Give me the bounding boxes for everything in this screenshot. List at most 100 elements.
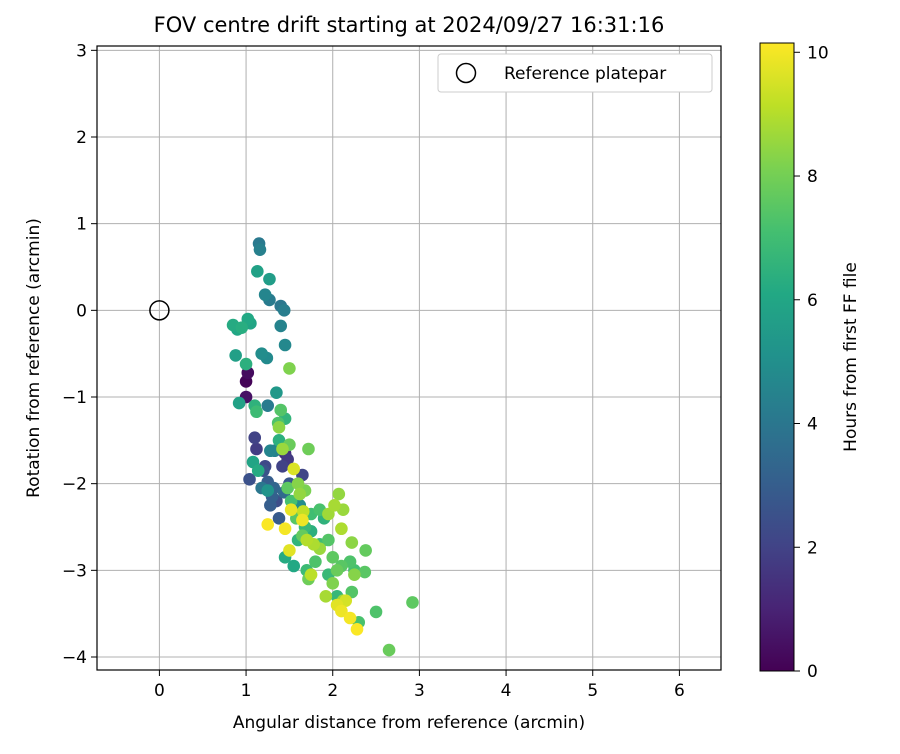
data-point xyxy=(284,494,298,508)
x-tick-label: 6 xyxy=(674,681,685,701)
data-point xyxy=(248,431,262,445)
y-tick-label: 1 xyxy=(76,215,87,235)
colorbar-tick-label: 8 xyxy=(807,167,818,187)
y-tick-label: −1 xyxy=(62,388,87,408)
reference-layer xyxy=(149,300,170,321)
data-point xyxy=(358,565,372,579)
data-point xyxy=(284,503,298,516)
data-point xyxy=(322,533,335,547)
data-points xyxy=(226,237,419,657)
data-point xyxy=(263,272,276,286)
data-point xyxy=(276,460,289,473)
data-point xyxy=(296,513,309,527)
data-point xyxy=(253,243,267,256)
y-ticks: 3 2 1 0 −1 −2 −3 −4 xyxy=(62,41,97,668)
colorbar-tick-label: 4 xyxy=(807,415,818,435)
colorbar-tick-label: 0 xyxy=(807,662,818,682)
data-point xyxy=(251,464,265,477)
y-tick-label: −2 xyxy=(62,475,87,495)
x-tick-label: 1 xyxy=(241,681,252,701)
y-tick-label: 0 xyxy=(76,301,87,321)
data-point xyxy=(335,522,348,536)
x-tick-label: 0 xyxy=(154,681,165,701)
data-point xyxy=(350,622,364,636)
data-point xyxy=(278,522,292,536)
data-point xyxy=(326,577,340,590)
data-point xyxy=(328,499,341,512)
data-point xyxy=(277,304,291,317)
data-point xyxy=(335,604,348,618)
data-point xyxy=(345,536,359,549)
colorbar-tick-label: 6 xyxy=(807,291,818,311)
colorbar-label: Hours from first FF file xyxy=(841,262,861,452)
data-point xyxy=(319,590,333,603)
x-tick-label: 5 xyxy=(587,681,598,701)
data-point xyxy=(261,399,275,412)
x-tick-label: 3 xyxy=(414,681,425,701)
x-tick-label: 2 xyxy=(327,681,338,701)
data-point xyxy=(291,477,305,490)
data-point xyxy=(272,512,286,525)
data-point xyxy=(274,319,288,333)
data-point xyxy=(281,481,294,495)
y-tick-label: −4 xyxy=(62,648,87,668)
data-point xyxy=(309,555,322,568)
colorbar-ticks: 0 2 4 6 8 10 xyxy=(794,43,829,682)
data-point xyxy=(348,568,361,581)
colorbar xyxy=(759,42,795,672)
legend-marker-reference xyxy=(455,62,477,84)
data-point xyxy=(250,442,263,456)
data-point xyxy=(261,484,275,497)
data-point xyxy=(343,611,357,625)
data-point xyxy=(332,487,346,501)
data-point xyxy=(270,386,283,399)
data-point xyxy=(300,533,314,547)
data-point xyxy=(274,403,288,417)
data-point xyxy=(382,643,396,657)
data-point xyxy=(330,564,344,577)
data-point xyxy=(359,544,372,557)
data-point xyxy=(326,551,340,564)
y-tick-label: 3 xyxy=(76,41,87,61)
legend: Reference platepar xyxy=(437,53,713,93)
data-point xyxy=(283,544,296,557)
colorbar-tick-label: 10 xyxy=(807,43,829,63)
data-point xyxy=(304,568,318,581)
plot-frame xyxy=(96,45,722,671)
data-point xyxy=(250,405,263,419)
data-point xyxy=(261,518,275,531)
data-point xyxy=(255,347,268,360)
data-point xyxy=(278,338,292,352)
data-point xyxy=(293,487,307,501)
data-point xyxy=(264,444,277,458)
data-point xyxy=(287,462,301,476)
data-point xyxy=(369,605,383,619)
data-point xyxy=(239,357,253,371)
y-tick-label: −3 xyxy=(62,561,87,581)
y-tick-label: 2 xyxy=(76,128,87,148)
data-point xyxy=(287,559,301,573)
data-point xyxy=(302,442,315,456)
grid-lines xyxy=(97,46,721,670)
data-point xyxy=(235,321,249,334)
data-point xyxy=(258,288,272,302)
reference-marker xyxy=(149,300,170,321)
data-point xyxy=(243,473,256,486)
colorbar-tick-label: 2 xyxy=(807,538,818,558)
legend-label-reference: Reference platepar xyxy=(504,64,666,84)
x-ticks: 0 1 2 3 4 5 6 xyxy=(154,670,685,701)
y-axis-label: Rotation from reference (arcmin) xyxy=(24,218,44,498)
x-axis-label: Angular distance from reference (arcmin) xyxy=(233,713,585,733)
data-point xyxy=(272,421,286,434)
chart-title: FOV centre drift starting at 2024/09/27 … xyxy=(154,13,665,37)
data-point xyxy=(406,596,419,609)
x-tick-label: 4 xyxy=(501,681,512,701)
data-point xyxy=(251,265,264,278)
data-point xyxy=(276,442,289,456)
data-point xyxy=(283,362,296,375)
legend-box xyxy=(437,53,713,93)
data-point xyxy=(232,396,246,410)
data-point xyxy=(229,349,242,362)
